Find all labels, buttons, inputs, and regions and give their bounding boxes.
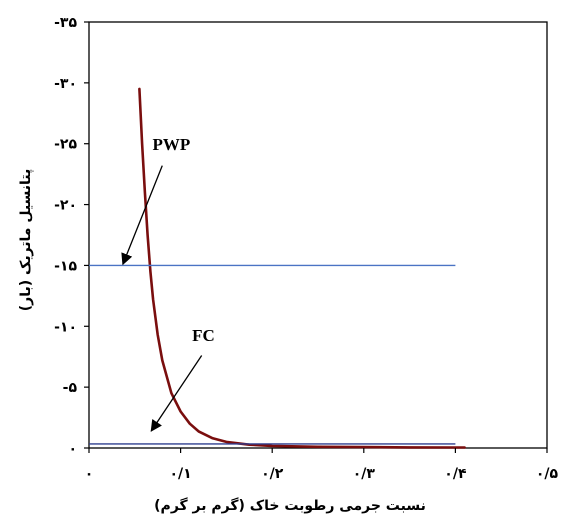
- y-tick-label: -۳۰: [54, 76, 77, 92]
- x-tick-label: ۰/۱: [169, 466, 191, 482]
- x-tick-label: ۰/۴: [444, 466, 467, 482]
- pwp-annotation-arrow: [121, 165, 163, 266]
- y-axis-ticks: ۰ -۵ -۱۰ -۱۵ -۲۰ -۲۵ -۳۰ -۳۵: [54, 15, 89, 457]
- retention-curve-line: [138, 87, 466, 449]
- series-layer: [89, 87, 466, 449]
- x-axis-title: نسبت جرمی رطوبت خاک (گرم بر گرم): [154, 497, 426, 514]
- x-tick-label: ۰/۳: [353, 466, 376, 482]
- y-tick-label: -۱۵: [54, 258, 77, 274]
- x-axis-ticks: ۰ ۰/۱ ۰/۲ ۰/۳ ۰/۴ ۰/۵: [85, 448, 559, 482]
- pwp-annotation-label: PWP: [153, 135, 191, 154]
- x-tick-label: ۰/۵: [536, 466, 559, 482]
- y-tick-label: -۲۰: [54, 198, 77, 214]
- y-tick-label: ۰: [68, 441, 77, 457]
- x-tick-label: ۰/۲: [261, 466, 284, 482]
- x-tick-label: ۰: [85, 466, 94, 482]
- annotation-layer: PWP FC: [121, 135, 215, 432]
- y-tick-label: -۵: [63, 380, 78, 396]
- y-tick-label: -۲۵: [54, 137, 77, 153]
- fc-annotation-label: FC: [192, 326, 215, 345]
- y-axis-title: پتانسیل ماتریک (بار): [18, 169, 34, 312]
- fc-annotation-arrow: [150, 355, 203, 432]
- plot-area: [88, 21, 548, 449]
- y-tick-label: -۱۰: [54, 319, 77, 335]
- y-tick-label: -۳۵: [54, 15, 77, 31]
